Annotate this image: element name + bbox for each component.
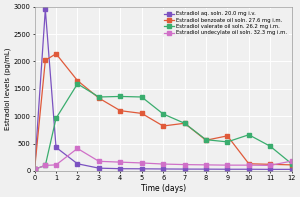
Estradiol benzoate oil soln. 27.6 mg i.m. [161, 125, 165, 127]
Estradiol valerate oil soln. 26.2 mg i.m. [204, 138, 208, 141]
Estradiol aq. soln. 20.0 mg i.v. [226, 168, 229, 170]
Estradiol undecylate oil soln. 32.3 mg i.m. [161, 163, 165, 165]
Line: Estradiol undecylate oil soln. 32.3 mg i.m.: Estradiol undecylate oil soln. 32.3 mg i… [33, 147, 293, 171]
Y-axis label: Estradiol levels (pg/mL): Estradiol levels (pg/mL) [4, 47, 11, 130]
Estradiol aq. soln. 20.0 mg i.v. [140, 168, 143, 170]
Estradiol undecylate oil soln. 32.3 mg i.m. [44, 164, 47, 167]
Estradiol valerate oil soln. 26.2 mg i.m. [247, 134, 250, 136]
Estradiol benzoate oil soln. 27.6 mg i.m. [54, 53, 58, 55]
Estradiol valerate oil soln. 26.2 mg i.m. [76, 83, 79, 85]
Estradiol benzoate oil soln. 27.6 mg i.m. [140, 112, 143, 115]
Estradiol aq. soln. 20.0 mg i.v. [161, 168, 165, 170]
Line: Estradiol aq. soln. 20.0 mg i.v.: Estradiol aq. soln. 20.0 mg i.v. [33, 8, 293, 171]
Estradiol valerate oil soln. 26.2 mg i.m. [33, 168, 36, 170]
Estradiol valerate oil soln. 26.2 mg i.m. [54, 117, 58, 120]
Estradiol benzoate oil soln. 27.6 mg i.m. [118, 110, 122, 112]
Estradiol aq. soln. 20.0 mg i.v. [204, 168, 208, 170]
Estradiol valerate oil soln. 26.2 mg i.m. [97, 96, 101, 98]
Estradiol undecylate oil soln. 32.3 mg i.m. [183, 164, 186, 166]
Estradiol benzoate oil soln. 27.6 mg i.m. [76, 79, 79, 82]
Estradiol undecylate oil soln. 32.3 mg i.m. [54, 164, 58, 166]
Estradiol benzoate oil soln. 27.6 mg i.m. [97, 97, 101, 99]
Estradiol undecylate oil soln. 32.3 mg i.m. [247, 164, 250, 166]
Estradiol undecylate oil soln. 32.3 mg i.m. [118, 161, 122, 163]
Estradiol benzoate oil soln. 27.6 mg i.m. [226, 135, 229, 137]
Estradiol aq. soln. 20.0 mg i.v. [44, 8, 47, 11]
Estradiol benzoate oil soln. 27.6 mg i.m. [183, 122, 186, 125]
Estradiol valerate oil soln. 26.2 mg i.m. [161, 113, 165, 115]
Estradiol valerate oil soln. 26.2 mg i.m. [140, 96, 143, 98]
Estradiol undecylate oil soln. 32.3 mg i.m. [76, 147, 79, 150]
Estradiol valerate oil soln. 26.2 mg i.m. [183, 122, 186, 125]
Estradiol aq. soln. 20.0 mg i.v. [183, 168, 186, 170]
Estradiol undecylate oil soln. 32.3 mg i.m. [268, 164, 272, 167]
Estradiol aq. soln. 20.0 mg i.v. [118, 167, 122, 170]
Estradiol benzoate oil soln. 27.6 mg i.m. [247, 163, 250, 165]
Estradiol benzoate oil soln. 27.6 mg i.m. [44, 59, 47, 61]
Estradiol undecylate oil soln. 32.3 mg i.m. [226, 164, 229, 166]
X-axis label: Time (days): Time (days) [141, 184, 186, 193]
Estradiol aq. soln. 20.0 mg i.v. [290, 168, 293, 171]
Estradiol benzoate oil soln. 27.6 mg i.m. [290, 164, 293, 166]
Estradiol benzoate oil soln. 27.6 mg i.m. [33, 168, 36, 170]
Line: Estradiol valerate oil soln. 26.2 mg i.m.: Estradiol valerate oil soln. 26.2 mg i.m… [33, 82, 293, 171]
Estradiol valerate oil soln. 26.2 mg i.m. [268, 145, 272, 147]
Estradiol undecylate oil soln. 32.3 mg i.m. [204, 164, 208, 166]
Estradiol valerate oil soln. 26.2 mg i.m. [226, 141, 229, 143]
Estradiol undecylate oil soln. 32.3 mg i.m. [290, 160, 293, 162]
Estradiol valerate oil soln. 26.2 mg i.m. [290, 163, 293, 165]
Estradiol aq. soln. 20.0 mg i.v. [54, 146, 58, 149]
Estradiol benzoate oil soln. 27.6 mg i.m. [268, 163, 272, 165]
Estradiol undecylate oil soln. 32.3 mg i.m. [97, 160, 101, 163]
Estradiol aq. soln. 20.0 mg i.v. [268, 168, 272, 171]
Estradiol aq. soln. 20.0 mg i.v. [247, 168, 250, 170]
Legend: Estradiol aq. soln. 20.0 mg i.v., Estradiol benzoate oil soln. 27.6 mg i.m., Est: Estradiol aq. soln. 20.0 mg i.v., Estrad… [162, 9, 289, 37]
Line: Estradiol benzoate oil soln. 27.6 mg i.m.: Estradiol benzoate oil soln. 27.6 mg i.m… [33, 52, 293, 171]
Estradiol benzoate oil soln. 27.6 mg i.m. [204, 139, 208, 141]
Estradiol undecylate oil soln. 32.3 mg i.m. [33, 168, 36, 170]
Estradiol aq. soln. 20.0 mg i.v. [97, 167, 101, 169]
Estradiol aq. soln. 20.0 mg i.v. [33, 168, 36, 170]
Estradiol undecylate oil soln. 32.3 mg i.m. [140, 162, 143, 164]
Estradiol valerate oil soln. 26.2 mg i.m. [44, 164, 47, 167]
Estradiol aq. soln. 20.0 mg i.v. [76, 163, 79, 165]
Estradiol valerate oil soln. 26.2 mg i.m. [118, 95, 122, 98]
